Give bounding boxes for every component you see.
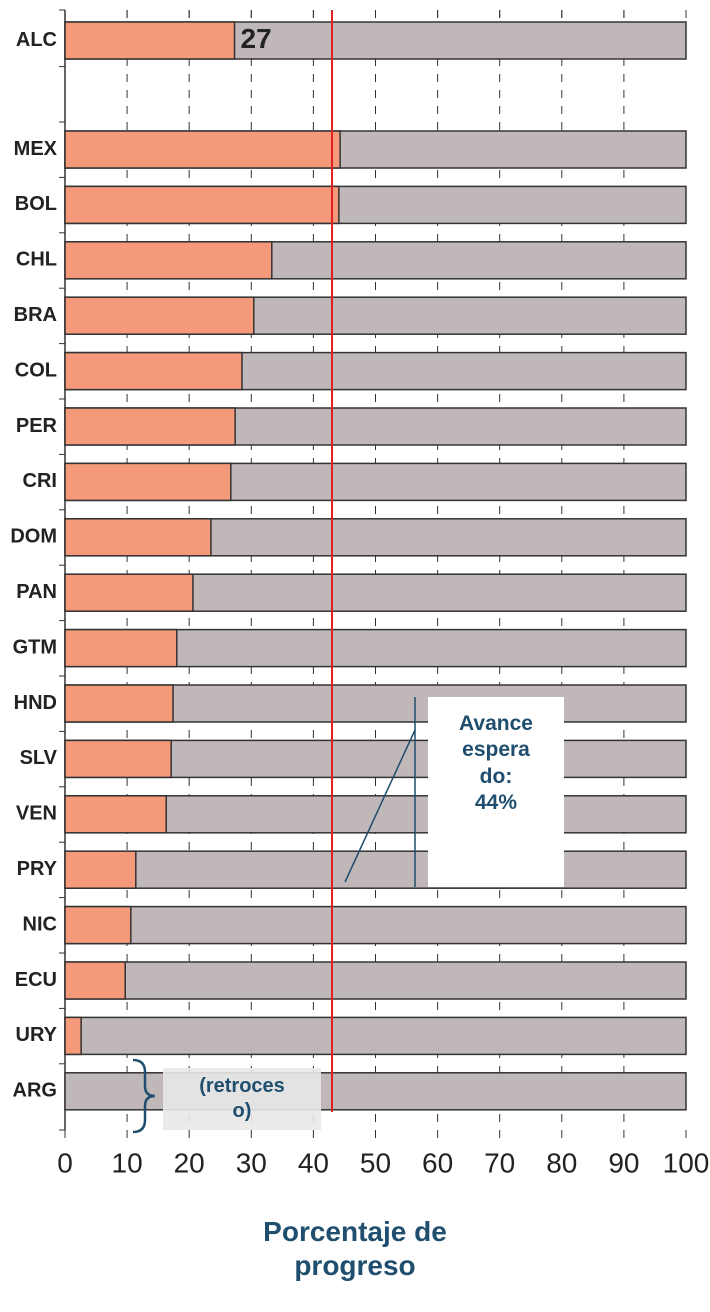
annotation: Avance espera do: 44%: [428, 697, 564, 887]
bar-background: [64, 1016, 687, 1056]
annotation-line: espera: [462, 738, 530, 762]
bar: [64, 130, 341, 169]
bar: [64, 1016, 82, 1056]
x-axis-title: Porcentaje de progreso: [263, 1216, 447, 1281]
y-tick-label: MEX: [14, 138, 58, 160]
y-tick-label: ALC: [16, 29, 57, 51]
data-label: 27: [241, 23, 272, 54]
bar-background: [64, 905, 687, 945]
bar: [64, 795, 167, 834]
x-tick-label: 10: [112, 1147, 143, 1178]
bar-background: [64, 1072, 687, 1111]
y-tick-label: SLV: [20, 747, 58, 769]
brace: [132, 1058, 156, 1134]
x-tick-label: 70: [484, 1147, 515, 1178]
bar: [64, 628, 178, 668]
bar: [64, 518, 212, 557]
bar: [64, 961, 126, 1000]
bar: [64, 241, 273, 280]
annotation: (retroces o): [163, 1074, 321, 1124]
bar: [64, 684, 174, 723]
bar: [64, 573, 194, 612]
bar-background: [64, 850, 687, 889]
y-tick-label: GTM: [13, 636, 57, 658]
x-tick-label: 20: [174, 1147, 205, 1178]
bar: [64, 462, 232, 502]
bar: [64, 407, 236, 446]
y-tick-label: VEN: [16, 803, 57, 825]
x-tick-label: 0: [57, 1147, 73, 1178]
y-tick-label: BRA: [14, 304, 57, 326]
y-tick-label: BOL: [15, 193, 57, 215]
y-tick-label: COL: [15, 359, 57, 381]
x-tick-label: 50: [360, 1147, 391, 1178]
y-tick-label: PAN: [16, 581, 57, 603]
y-tick-label: NIC: [23, 913, 57, 935]
annotation-line: (retroces: [199, 1075, 285, 1097]
bar: [64, 850, 137, 889]
y-tick-label: ARG: [13, 1080, 57, 1102]
x-tick-label: 40: [298, 1147, 329, 1178]
y-tick-label: ECU: [15, 969, 57, 991]
x-tick-label: 100: [663, 1147, 710, 1178]
x-tick-label: 60: [422, 1147, 453, 1178]
y-tick-label: HND: [14, 692, 57, 714]
bar-background: [64, 961, 687, 1000]
annotation-line: do:: [479, 764, 513, 788]
annotation-line: o): [232, 1100, 252, 1122]
annotation-box: [163, 1068, 321, 1130]
y-tick-label: PER: [16, 415, 58, 437]
x-tick-label: 90: [608, 1147, 639, 1178]
y-tick-label: CRI: [23, 470, 57, 492]
y-tick-label: DOM: [10, 526, 57, 548]
bar: [64, 739, 172, 779]
bar: [64, 185, 340, 225]
annotation-line: Avance: [459, 712, 533, 735]
y-tick-label: URY: [16, 1024, 58, 1046]
bar: [64, 351, 243, 391]
bar: [64, 296, 255, 335]
x-tick-label: 80: [546, 1147, 577, 1178]
annotation-line: 44%: [474, 790, 518, 814]
y-tick-label: PRY: [17, 858, 58, 880]
y-tick-label: CHL: [16, 249, 57, 271]
x-tick-label: 30: [236, 1147, 267, 1178]
bar: [64, 905, 132, 945]
bar: [64, 21, 236, 60]
